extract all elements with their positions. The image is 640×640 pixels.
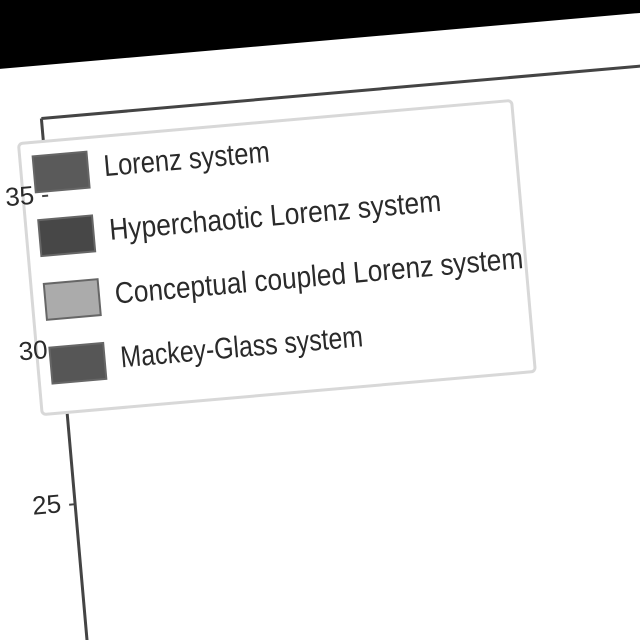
y-tick bbox=[42, 194, 49, 198]
y-tick-label: 35 bbox=[4, 180, 35, 212]
top-spine bbox=[41, 56, 640, 121]
legend-box bbox=[17, 99, 537, 416]
y-tick-label: 30 bbox=[17, 334, 48, 366]
legend-swatch bbox=[31, 150, 91, 194]
legend-swatch bbox=[42, 278, 102, 321]
legend-swatch bbox=[37, 214, 97, 258]
legend-swatch bbox=[48, 341, 108, 385]
y-tick-label: 25 bbox=[31, 488, 62, 520]
y-tick bbox=[69, 503, 76, 506]
